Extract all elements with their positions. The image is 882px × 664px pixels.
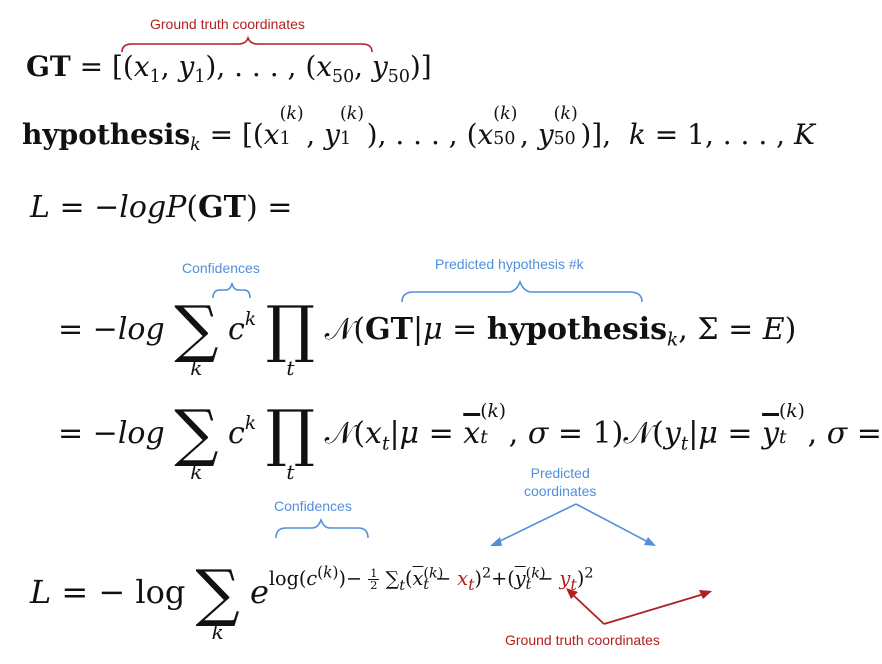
product-operator-2: ∏ t: [265, 396, 316, 485]
product-operator: ∏ t: [265, 292, 316, 381]
annotation-confidences-2: Confidences: [274, 498, 352, 514]
equation-hypothesis: hypothesisk = [(x (k) 1 , y (k) 1 ), . . . ,…: [22, 104, 815, 156]
annotation-predicted-hypothesis: Predicted hypothesis #k: [435, 256, 584, 272]
equation-line-5: = −log ∑ k ck ∏ t 𝒩(xt|μ = x (k) t , σ = 1)𝒩…: [58, 396, 882, 485]
equation-gt: GT = [(x1, y1), . . . , (x50, y50)]: [26, 50, 432, 88]
annotation-predicted-coordinates: Predicted coordinates: [524, 465, 597, 499]
gt-symbol: GT: [26, 50, 71, 83]
sum-operator: ∑ k: [174, 292, 219, 381]
sum-operator-2: ∑ k: [174, 396, 219, 485]
annotation-gt-top: Ground truth coordinates: [150, 16, 305, 32]
annotation-gt-bottom: Ground truth coordinates: [505, 632, 660, 648]
equation-loss-def: L = −logP(GT) =: [30, 190, 293, 225]
equation-line-4: = −log ∑ k ck ∏ t 𝒩(GT|μ = hypothesisk, Σ …: [58, 292, 797, 381]
hypothesis-symbol: hypothesis: [22, 118, 191, 151]
sum-operator-3: ∑ k: [195, 556, 240, 645]
annotation-confidences-1: Confidences: [182, 260, 260, 276]
loss-symbol: L: [30, 190, 50, 225]
